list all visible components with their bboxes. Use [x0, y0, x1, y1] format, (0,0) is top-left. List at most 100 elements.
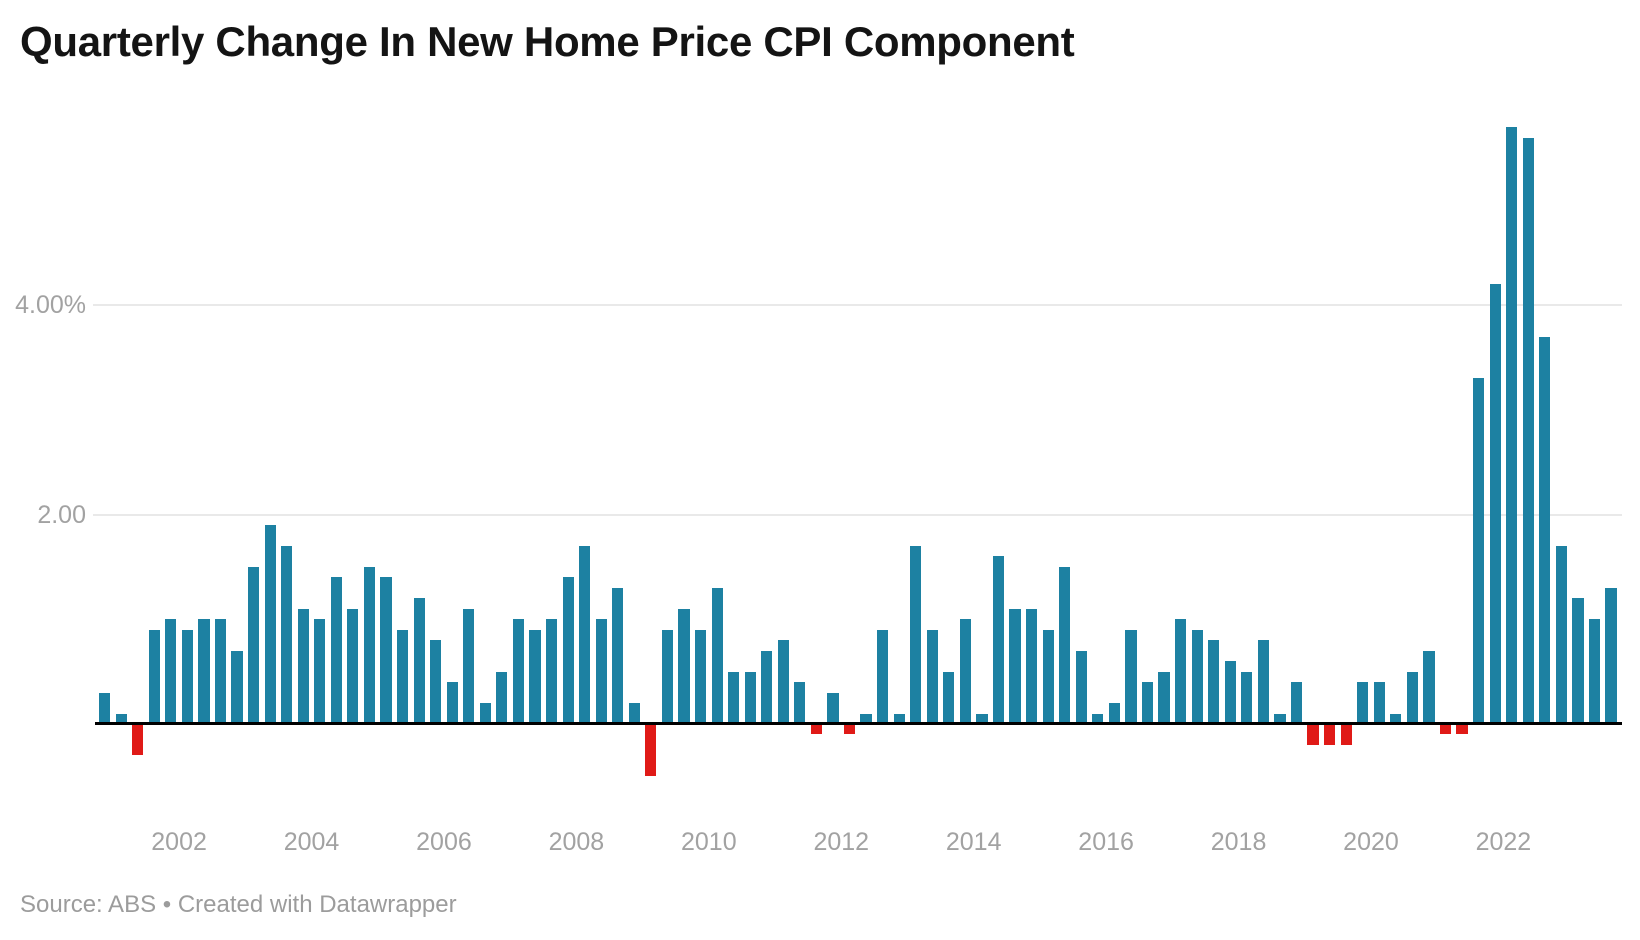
- bar[interactable]: [281, 546, 293, 724]
- bar[interactable]: [529, 629, 541, 724]
- x-axis-tick-label: 2002: [151, 828, 207, 856]
- bar[interactable]: [1075, 650, 1087, 724]
- x-axis-tick-label: 2010: [681, 828, 737, 856]
- bar[interactable]: [1059, 566, 1071, 724]
- bar[interactable]: [363, 566, 376, 724]
- y-gridline: [93, 304, 1622, 307]
- bar[interactable]: [115, 713, 127, 724]
- bar[interactable]: [910, 546, 922, 724]
- bar[interactable]: [330, 577, 342, 724]
- bar[interactable]: [959, 619, 971, 724]
- bar[interactable]: [1208, 640, 1220, 724]
- bar[interactable]: [1175, 619, 1187, 724]
- bar[interactable]: [579, 546, 591, 724]
- bar[interactable]: [744, 671, 756, 724]
- bar[interactable]: [1009, 608, 1021, 724]
- bar[interactable]: [794, 682, 806, 724]
- bar[interactable]: [612, 587, 624, 724]
- bar[interactable]: [761, 650, 773, 724]
- bar[interactable]: [99, 692, 111, 724]
- x-axis-tick-label: 2022: [1475, 828, 1532, 856]
- bar[interactable]: [661, 629, 674, 724]
- bar[interactable]: [446, 682, 458, 724]
- bar[interactable]: [314, 619, 326, 724]
- bar[interactable]: [860, 713, 872, 724]
- bar[interactable]: [943, 671, 955, 724]
- bar[interactable]: [562, 577, 574, 724]
- bar[interactable]: [247, 566, 260, 724]
- bar[interactable]: [1390, 713, 1402, 724]
- bar[interactable]: [595, 619, 607, 724]
- bar[interactable]: [694, 629, 707, 724]
- bar[interactable]: [810, 725, 822, 735]
- bar[interactable]: [728, 671, 740, 724]
- bar[interactable]: [1191, 629, 1203, 724]
- bar[interactable]: [198, 619, 210, 724]
- bar[interactable]: [1357, 682, 1369, 724]
- bar[interactable]: [1092, 713, 1104, 724]
- bar[interactable]: [132, 725, 144, 756]
- bar[interactable]: [264, 525, 276, 724]
- bar[interactable]: [992, 556, 1005, 724]
- bar[interactable]: [496, 671, 508, 724]
- bar[interactable]: [148, 629, 160, 724]
- bar[interactable]: [1340, 725, 1352, 745]
- bar[interactable]: [1224, 661, 1236, 724]
- bar[interactable]: [1307, 725, 1319, 745]
- bar[interactable]: [1472, 378, 1485, 724]
- bar[interactable]: [1125, 629, 1137, 724]
- bar[interactable]: [1290, 682, 1303, 724]
- bar[interactable]: [645, 725, 657, 777]
- bar[interactable]: [396, 629, 409, 724]
- bar[interactable]: [893, 713, 905, 724]
- bar[interactable]: [1026, 608, 1038, 724]
- bar[interactable]: [1274, 713, 1286, 724]
- bar[interactable]: [1108, 703, 1120, 724]
- bar[interactable]: [1257, 640, 1269, 724]
- bar[interactable]: [231, 650, 243, 724]
- bar[interactable]: [512, 619, 525, 724]
- bar[interactable]: [777, 640, 789, 724]
- bar[interactable]: [1489, 284, 1501, 724]
- bar[interactable]: [827, 692, 839, 724]
- bar[interactable]: [1373, 682, 1385, 724]
- bar[interactable]: [1042, 629, 1054, 724]
- bar[interactable]: [1241, 671, 1253, 724]
- bar[interactable]: [214, 619, 227, 724]
- bar[interactable]: [976, 713, 988, 724]
- bar[interactable]: [181, 629, 193, 724]
- bar[interactable]: [1456, 725, 1468, 735]
- bar[interactable]: [165, 619, 177, 724]
- x-axis-tick-label: 2014: [945, 828, 1002, 856]
- bar[interactable]: [1439, 725, 1452, 735]
- bar[interactable]: [380, 577, 392, 724]
- bar[interactable]: [463, 608, 475, 724]
- bar[interactable]: [1522, 137, 1534, 724]
- bar[interactable]: [413, 598, 425, 724]
- bar[interactable]: [877, 629, 889, 724]
- bar[interactable]: [1555, 546, 1567, 724]
- bar[interactable]: [1141, 682, 1154, 724]
- bar[interactable]: [628, 703, 640, 724]
- bar[interactable]: [1158, 671, 1170, 724]
- bar[interactable]: [430, 640, 442, 724]
- y-gridline: [93, 513, 1622, 516]
- bar[interactable]: [1506, 127, 1518, 724]
- bar[interactable]: [1539, 336, 1551, 724]
- x-axis-tick-label: 2006: [416, 828, 472, 856]
- x-axis-tick-label: 2004: [283, 828, 340, 856]
- bar[interactable]: [479, 703, 491, 724]
- bar[interactable]: [678, 608, 690, 724]
- bar[interactable]: [843, 725, 856, 735]
- bar[interactable]: [711, 587, 723, 724]
- bar[interactable]: [1605, 587, 1617, 724]
- bar[interactable]: [1406, 671, 1418, 724]
- bar[interactable]: [926, 629, 938, 724]
- bar[interactable]: [1324, 725, 1336, 745]
- bar[interactable]: [1588, 619, 1601, 724]
- bar[interactable]: [297, 608, 309, 724]
- bar[interactable]: [545, 619, 558, 724]
- bar[interactable]: [1572, 598, 1584, 724]
- bar[interactable]: [347, 608, 359, 724]
- bar[interactable]: [1423, 650, 1435, 724]
